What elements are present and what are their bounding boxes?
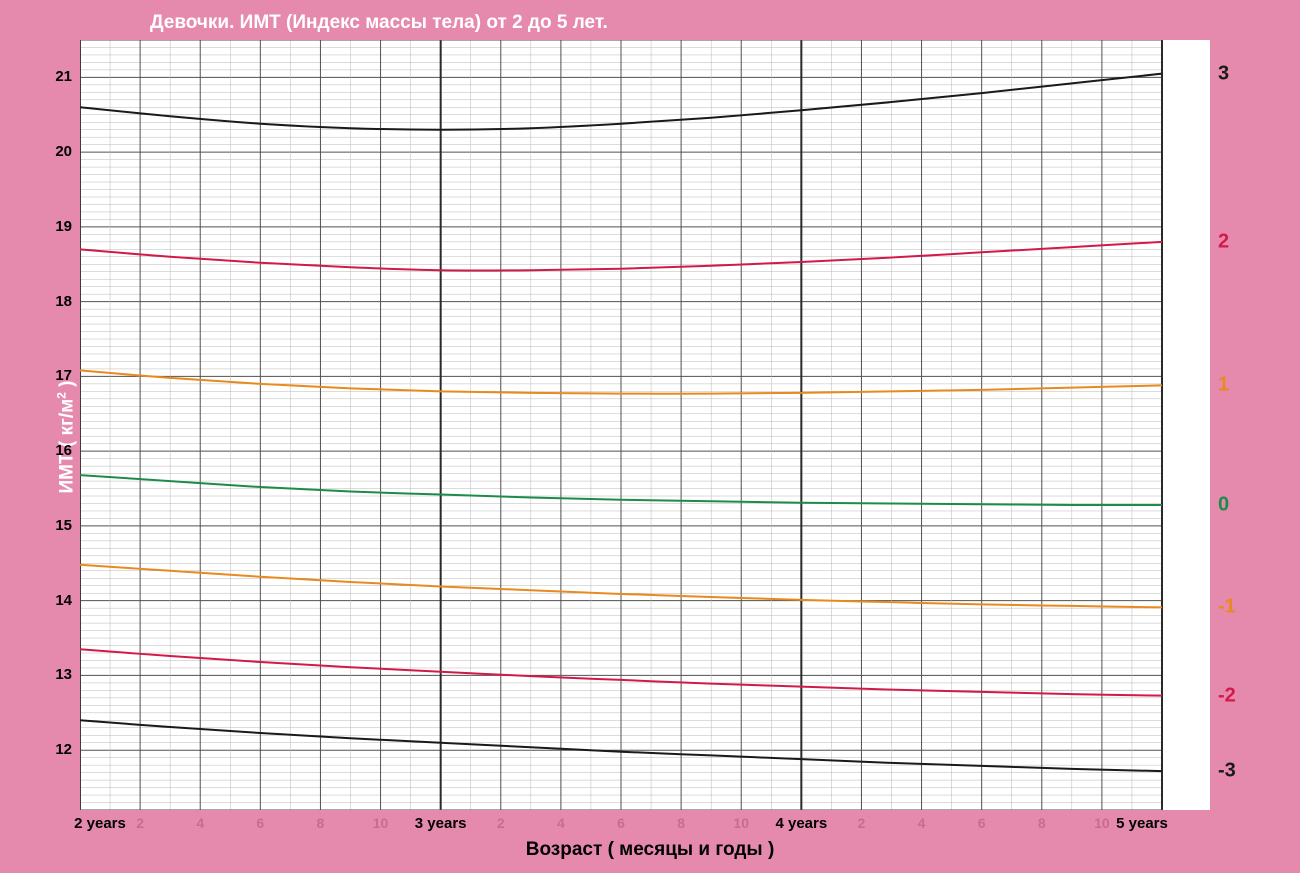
x-tick-year: 2 years	[74, 815, 126, 832]
y-tick-right: 16	[1270, 442, 1287, 459]
y-tick-left: 14	[42, 592, 72, 609]
chart-title: Девочки. ИМТ (Индекс массы тела) от 2 до…	[150, 12, 608, 34]
x-tick-month: 4	[557, 815, 565, 831]
y-tick-right: 21	[1270, 68, 1287, 85]
y-tick-left: 16	[42, 442, 72, 459]
z-score-label: 3	[1218, 62, 1258, 85]
y-tick-left: 15	[42, 517, 72, 534]
x-tick-month: 2	[136, 815, 144, 831]
y-tick-left: 18	[42, 293, 72, 310]
y-tick-right: 20	[1270, 143, 1287, 160]
y-tick-right: 14	[1270, 592, 1287, 609]
y-tick-left: 20	[42, 143, 72, 160]
x-axis-label: Возраст ( месяцы и годы )	[526, 839, 775, 861]
plot-area	[80, 40, 1210, 810]
x-tick-year: 4 years	[775, 815, 827, 832]
x-tick-year: 5 years	[1116, 815, 1168, 832]
x-tick-month: 10	[733, 815, 749, 831]
z-score-label: -3	[1218, 760, 1258, 783]
x-tick-month: 8	[317, 815, 325, 831]
y-tick-right: 19	[1270, 218, 1287, 235]
y-tick-right: 17	[1270, 367, 1287, 384]
x-tick-month: 10	[373, 815, 389, 831]
chart-svg	[80, 40, 1210, 810]
x-tick-month: 4	[918, 815, 926, 831]
y-axis-label: ИМТ ( кг/м2 )	[54, 380, 78, 493]
y-tick-right: 15	[1270, 517, 1287, 534]
x-tick-month: 4	[196, 815, 204, 831]
y-tick-left: 17	[42, 367, 72, 384]
x-tick-year: 3 years	[415, 815, 467, 832]
x-tick-month: 8	[677, 815, 685, 831]
x-tick-month: 8	[1038, 815, 1046, 831]
y-tick-right: 12	[1270, 741, 1287, 758]
x-tick-month: 6	[617, 815, 625, 831]
z-score-label: -2	[1218, 684, 1258, 707]
z-score-label: 1	[1218, 374, 1258, 397]
x-tick-month: 10	[1094, 815, 1110, 831]
y-tick-right: 18	[1270, 293, 1287, 310]
x-tick-month: 2	[858, 815, 866, 831]
y-tick-right: 13	[1270, 666, 1287, 683]
x-tick-month: 6	[256, 815, 264, 831]
x-tick-month: 2	[497, 815, 505, 831]
x-tick-month: 6	[978, 815, 986, 831]
z-score-label: -1	[1218, 596, 1258, 619]
z-score-label: 2	[1218, 230, 1258, 253]
y-tick-left: 21	[42, 68, 72, 85]
y-tick-left: 19	[42, 218, 72, 235]
y-tick-left: 13	[42, 666, 72, 683]
y-tick-left: 12	[42, 741, 72, 758]
z-score-label: 0	[1218, 493, 1258, 516]
